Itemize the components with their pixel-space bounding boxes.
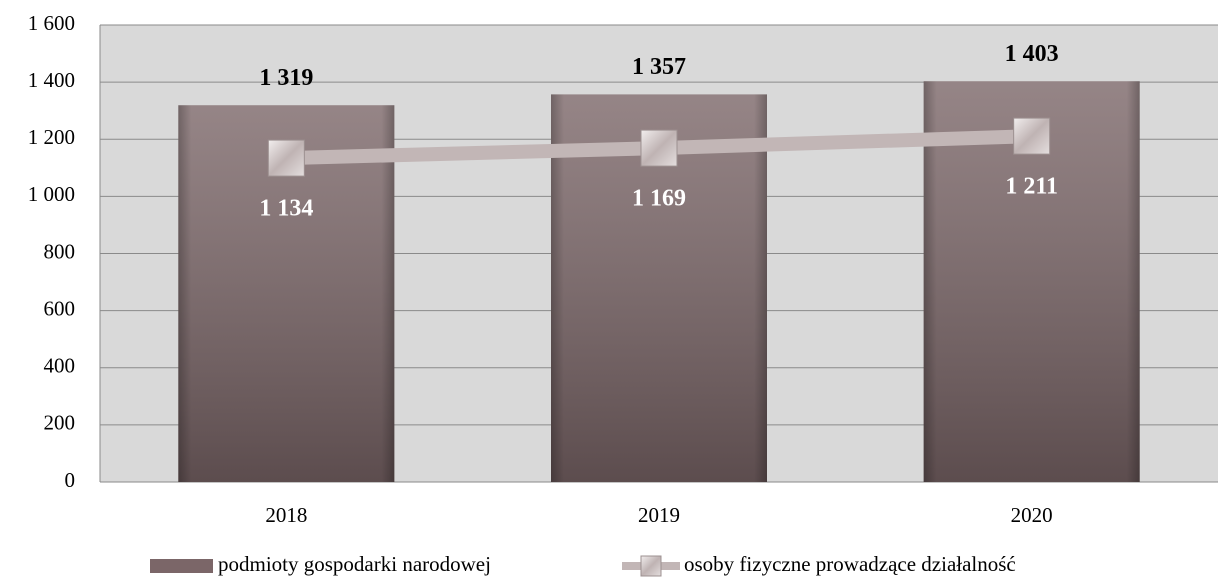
- line-marker: [1013, 117, 1051, 155]
- data-label: 1 357: [632, 54, 686, 80]
- legend-swatch: [640, 555, 662, 577]
- y-tick-label: 1 400: [28, 68, 75, 92]
- x-tick-label: 2019: [638, 503, 680, 527]
- data-label: 1 169: [632, 186, 686, 212]
- y-tick-label: 0: [65, 468, 76, 492]
- legend-label: osoby fizyczne prowadzące działalność: [684, 552, 1016, 576]
- y-tick-label: 800: [44, 239, 76, 263]
- data-label: 1 403: [1005, 41, 1059, 67]
- data-label: 1 211: [1005, 174, 1058, 200]
- data-label: 1 319: [259, 65, 313, 91]
- y-tick-label: 1 000: [28, 182, 75, 206]
- legend-label: podmioty gospodarki narodowej: [218, 552, 491, 576]
- y-tick-label: 400: [44, 354, 76, 378]
- x-tick-label: 2018: [265, 503, 307, 527]
- legend-swatch: [150, 559, 213, 573]
- y-tick-label: 200: [44, 411, 76, 435]
- data-label: 1 134: [259, 196, 313, 222]
- line-marker: [640, 129, 678, 167]
- y-tick-label: 1 600: [28, 11, 75, 35]
- line-marker: [267, 139, 305, 177]
- x-tick-label: 2020: [1011, 503, 1053, 527]
- y-tick-label: 1 200: [28, 125, 75, 149]
- y-tick-label: 600: [44, 296, 76, 320]
